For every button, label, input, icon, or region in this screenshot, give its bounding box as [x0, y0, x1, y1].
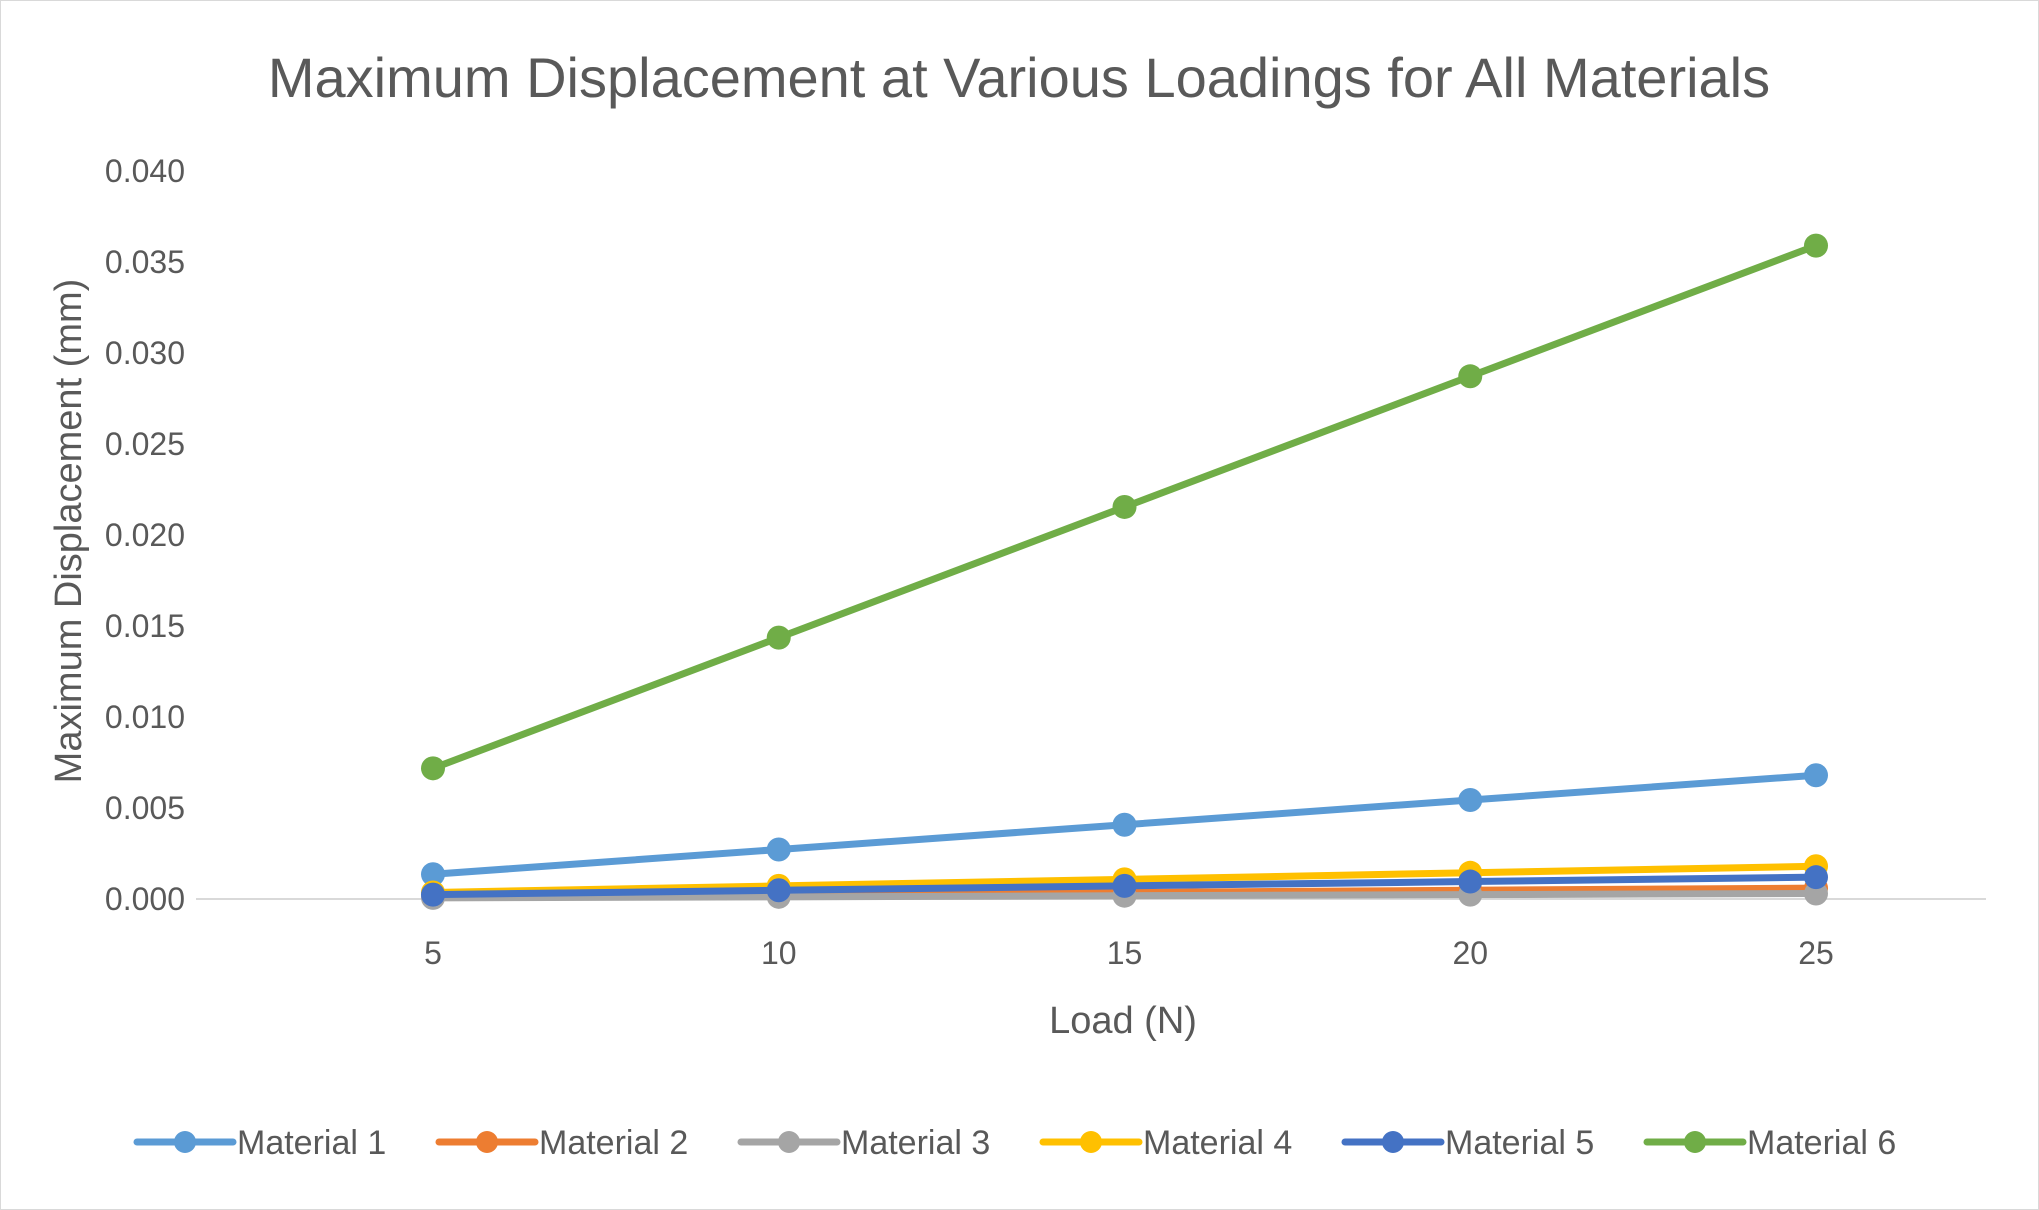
legend-label: Material 5: [1445, 1124, 1594, 1162]
y-tick-label: 0.040: [105, 153, 185, 189]
y-tick-label: 0.015: [105, 608, 185, 644]
data-point: [1112, 494, 1137, 519]
x-tick-label: 10: [761, 935, 797, 971]
legend-item: Material 5: [1341, 1124, 1594, 1162]
legend-marker: [1684, 1131, 1706, 1153]
chart-title: Maximum Displacement at Various Loadings…: [268, 46, 1770, 109]
data-point: [1458, 364, 1483, 389]
data-point: [421, 862, 445, 887]
legend-label: Material 3: [841, 1124, 990, 1162]
legend-item: Material 1: [133, 1124, 386, 1162]
data-point: [1804, 865, 1828, 890]
legend-marker: [778, 1131, 800, 1153]
data-point: [766, 837, 791, 862]
y-tick-label: 0.025: [105, 426, 185, 462]
legend-marker: [1080, 1131, 1102, 1153]
legend-marker: [1382, 1131, 1404, 1153]
series-6: [421, 233, 1828, 781]
y-tick-label: 0.010: [105, 699, 185, 735]
legend-marker: [174, 1131, 196, 1153]
data-series: [421, 233, 1828, 910]
legend-label: Material 1: [237, 1124, 386, 1162]
legend-label: Material 6: [1747, 1124, 1896, 1162]
data-point: [421, 882, 445, 907]
x-tick-label: 5: [424, 935, 442, 971]
series-5: [421, 865, 1828, 907]
series-1: [421, 763, 1828, 887]
x-axis-ticks: 5 10 15 20 25: [424, 935, 1834, 971]
x-tick-label: 20: [1452, 935, 1488, 971]
y-tick-label: 0.035: [105, 244, 185, 280]
y-axis-ticks: 0.000 0.005 0.010 0.015 0.020 0.025 0.030 0.035…: [105, 153, 185, 917]
chart-legend: Material 1 Material 2 Material 3 Material 4…: [133, 1124, 1896, 1162]
data-point: [1112, 873, 1137, 898]
y-tick-label: 0.000: [105, 881, 185, 917]
legend-label: Material 2: [539, 1124, 688, 1162]
legend-label: Material 4: [1143, 1124, 1292, 1162]
legend-item: Material 6: [1643, 1124, 1896, 1162]
x-tick-label: 25: [1798, 935, 1834, 971]
data-point: [766, 878, 791, 903]
data-point: [1112, 812, 1137, 837]
y-axis-title: Maximum Displacement (mm): [48, 279, 90, 784]
y-tick-label: 0.005: [105, 790, 185, 826]
data-point: [1458, 787, 1483, 812]
legend-item: Material 3: [737, 1124, 990, 1162]
y-tick-label: 0.030: [105, 335, 185, 371]
legend-item: Material 4: [1039, 1124, 1292, 1162]
data-point: [766, 625, 791, 650]
x-tick-label: 15: [1107, 935, 1143, 971]
legend-item: Material 2: [435, 1124, 688, 1162]
data-point: [1804, 233, 1828, 258]
data-point: [421, 756, 445, 781]
x-axis-title: Load (N): [1049, 1000, 1197, 1042]
legend-marker: [476, 1131, 498, 1153]
data-point: [1458, 869, 1483, 894]
data-point: [1804, 763, 1828, 788]
y-tick-label: 0.020: [105, 517, 185, 553]
